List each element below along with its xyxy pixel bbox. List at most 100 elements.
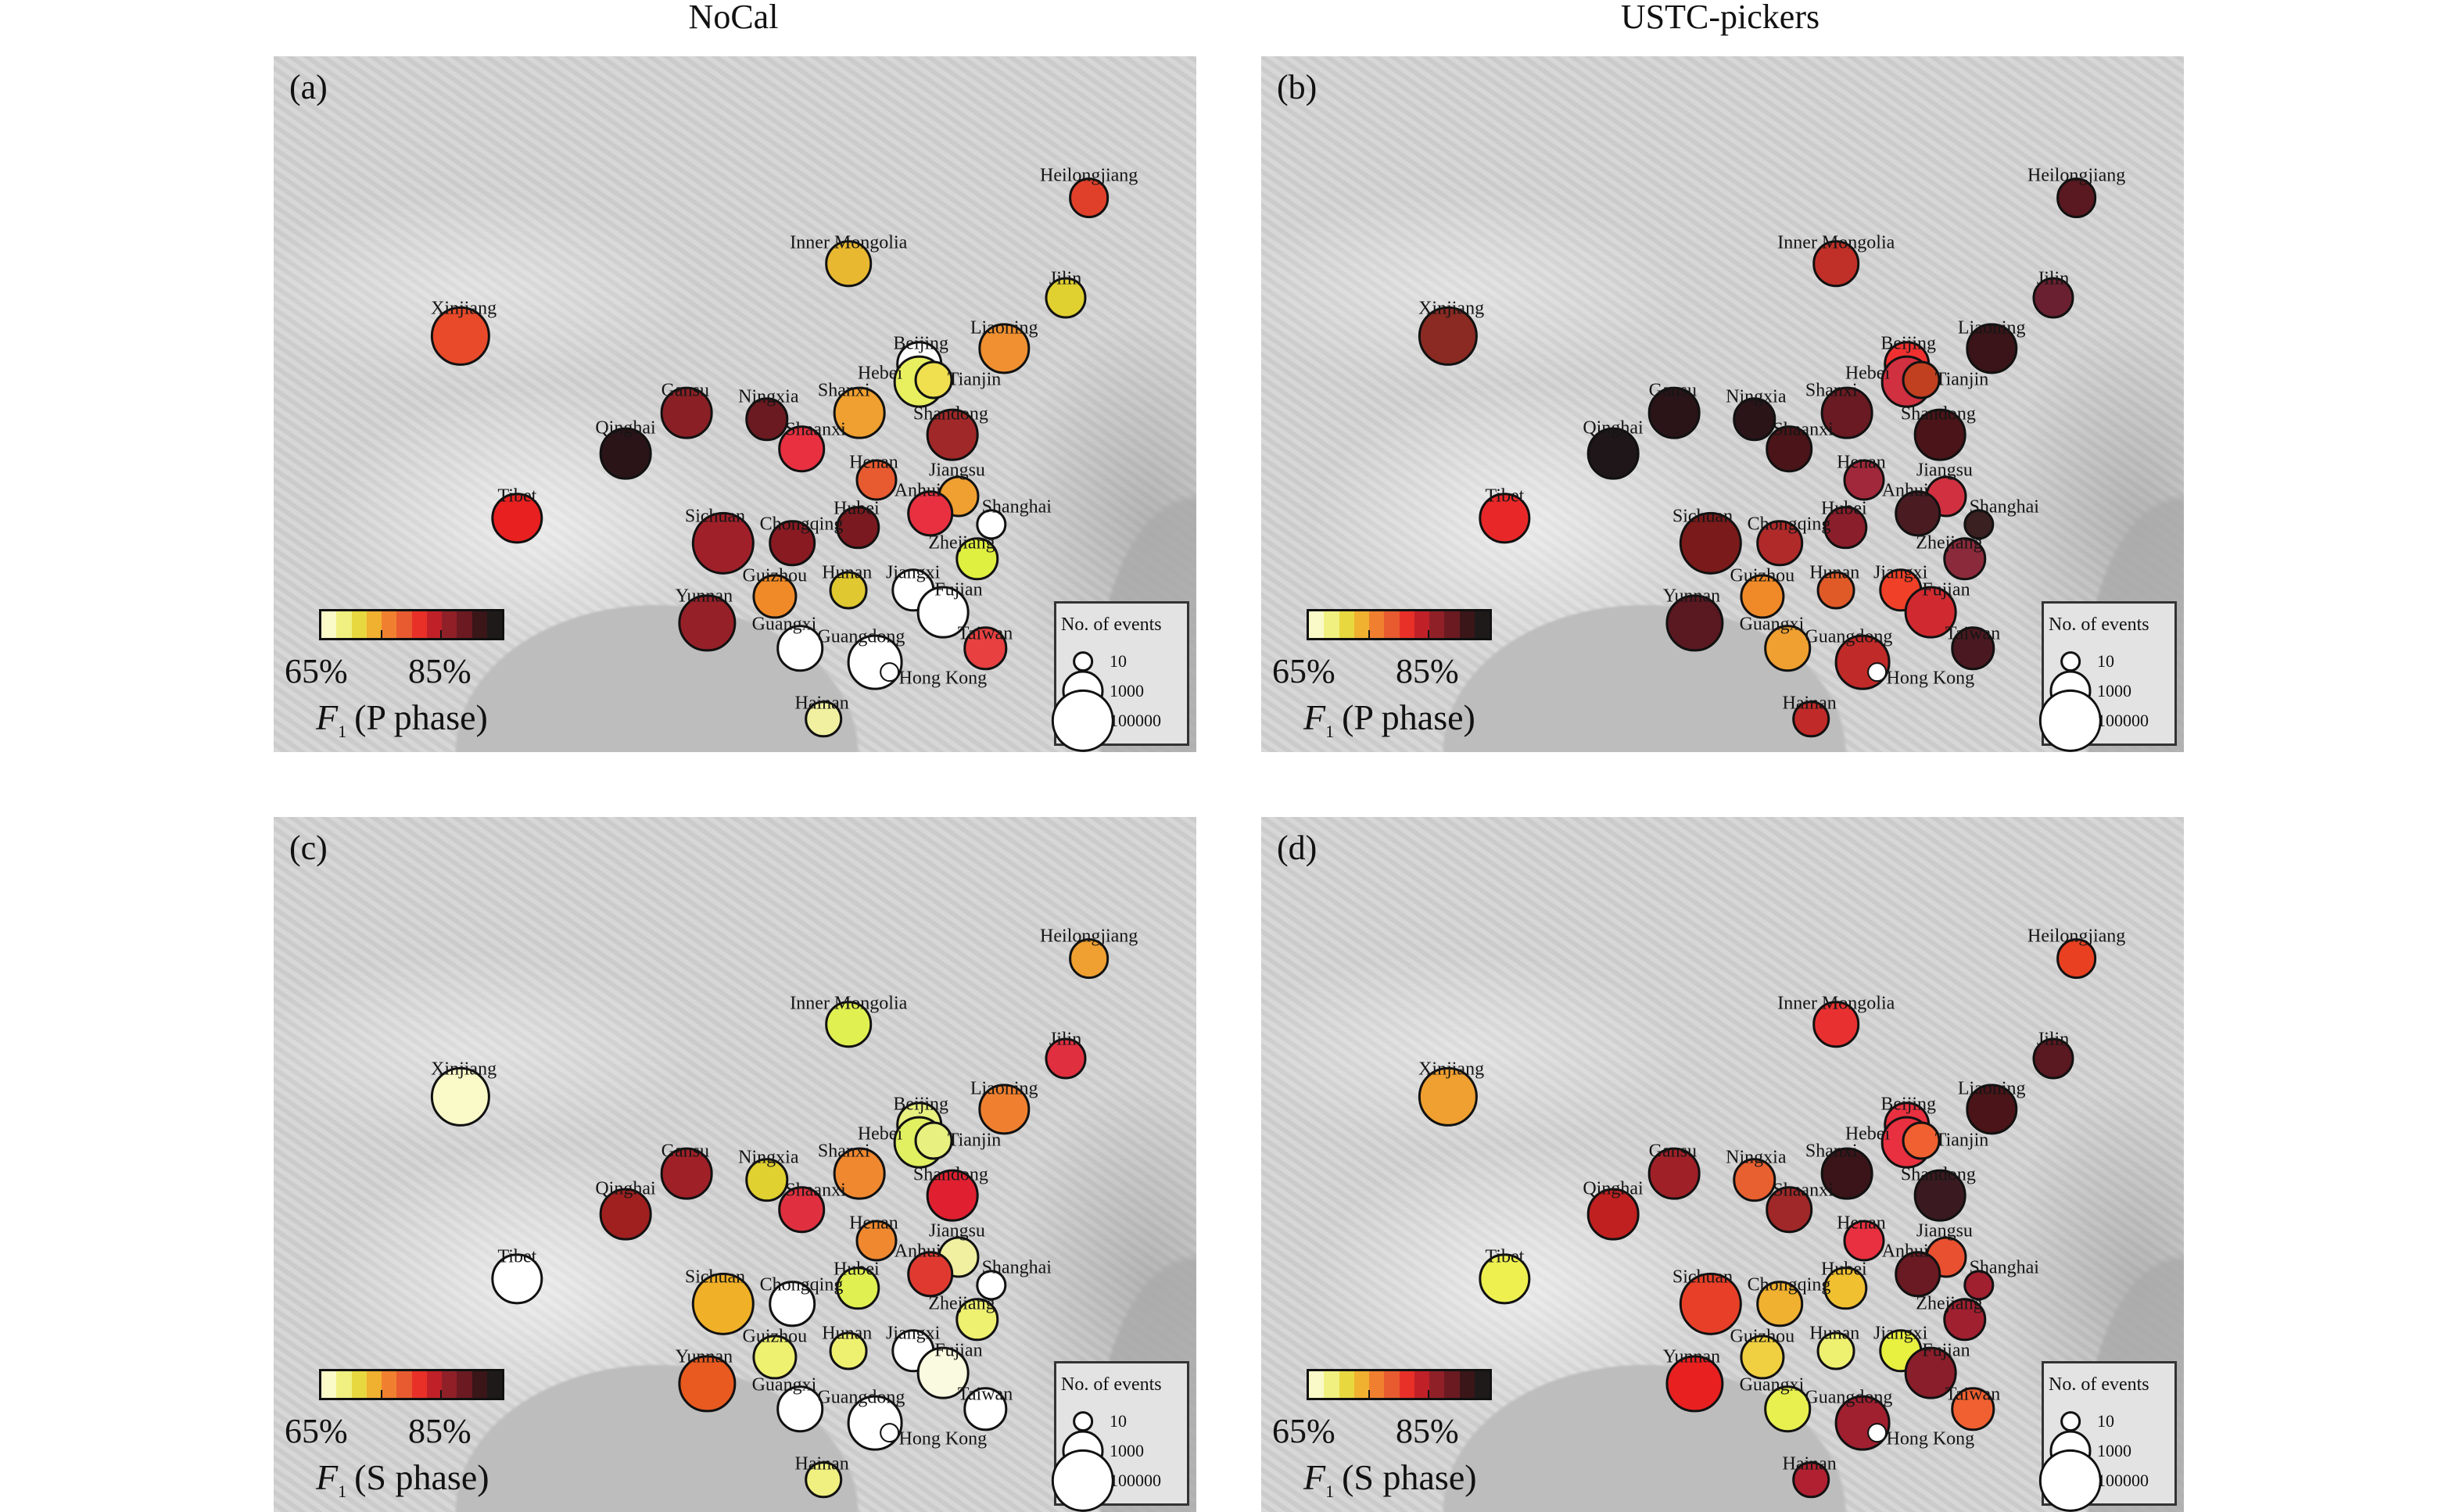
province-marker-heilongjiang[interactable] [2056,937,2097,979]
province-marker-anhui[interactable] [906,1250,954,1298]
province-marker-hubei[interactable] [836,505,880,550]
province-marker-shanghai[interactable] [976,1269,1007,1301]
province-marker-xinjiang[interactable] [430,306,491,366]
province-marker-ningxia[interactable] [745,397,789,441]
province-marker-tibet[interactable] [491,492,543,544]
province-marker-xinjiang[interactable] [1418,306,1479,366]
province-marker-heilongjiang[interactable] [2056,177,2097,218]
province-marker-qinghai[interactable] [599,427,652,480]
province-marker-jilin[interactable] [1045,277,1087,319]
province-marker-liaoning[interactable] [978,1083,1030,1135]
province-marker-qinghai[interactable] [1586,1188,1640,1241]
province-marker-shaanxi[interactable] [1766,425,1812,473]
province-marker-tibet[interactable] [1479,492,1531,544]
province-marker-hong-kong[interactable] [879,661,900,683]
province-marker-heilongjiang[interactable] [1068,177,1110,218]
province-marker-chongqing[interactable] [1756,1281,1803,1327]
province-marker-chongqing[interactable] [769,520,816,567]
province-marker-anhui[interactable] [906,489,954,537]
province-marker-shandong[interactable] [1913,1169,1966,1222]
province-marker-shandong[interactable] [926,1169,979,1222]
province-marker-shanghai[interactable] [1963,1269,1995,1301]
province-marker-hunan[interactable] [1816,1331,1855,1370]
province-marker-gansu[interactable] [1648,1147,1701,1200]
province-marker-shaanxi[interactable] [778,1186,825,1234]
province-marker-tianjin[interactable] [914,360,953,399]
province-marker-ningxia[interactable] [1733,397,1776,441]
province-marker-zhejiang[interactable] [955,1298,999,1342]
province-marker-inner-mongolia[interactable] [825,240,873,287]
province-marker-jilin[interactable] [2032,1037,2074,1080]
province-marker-guangxi[interactable] [776,625,823,672]
province-marker-shanxi[interactable] [834,1147,886,1200]
province-marker-shanghai[interactable] [976,508,1007,540]
province-marker-tianjin[interactable] [1902,360,1941,399]
province-marker-xinjiang[interactable] [430,1066,491,1127]
province-marker-fujian[interactable] [916,1346,970,1399]
province-marker-tibet[interactable] [1479,1252,1531,1305]
province-marker-zhejiang[interactable] [1943,537,1987,581]
province-marker-guizhou[interactable] [1740,574,1785,619]
province-marker-hunan[interactable] [829,571,868,610]
province-marker-hainan[interactable] [1792,700,1830,738]
province-marker-heilongjiang[interactable] [1068,937,1110,979]
province-marker-henan[interactable] [1843,459,1885,501]
province-marker-shanxi[interactable] [1821,386,1873,439]
province-marker-jilin[interactable] [1045,1037,1087,1080]
province-marker-inner-mongolia[interactable] [1812,1001,1860,1048]
province-marker-liaoning[interactable] [978,322,1030,374]
province-marker-shaanxi[interactable] [1766,1186,1812,1234]
province-marker-taiwan[interactable] [963,1387,1007,1431]
province-marker-shanxi[interactable] [834,386,886,439]
province-marker-zhejiang[interactable] [1943,1298,1987,1342]
province-marker-guangxi[interactable] [776,1385,823,1433]
province-marker-taiwan[interactable] [1951,1387,1995,1431]
province-marker-hunan[interactable] [1816,571,1855,610]
province-marker-shandong[interactable] [926,408,979,461]
province-marker-qinghai[interactable] [599,1188,652,1241]
province-marker-hainan[interactable] [805,1461,842,1499]
province-marker-shanghai[interactable] [1963,508,1995,540]
province-marker-fujian[interactable] [916,586,970,639]
province-marker-anhui[interactable] [1894,489,1941,537]
province-marker-sichuan[interactable] [691,511,755,575]
province-marker-yunnan[interactable] [1665,1355,1724,1413]
province-marker-hunan[interactable] [829,1331,868,1370]
province-marker-shandong[interactable] [1913,408,1966,461]
province-marker-zhejiang[interactable] [955,537,999,581]
province-marker-jilin[interactable] [2032,277,2074,319]
province-marker-taiwan[interactable] [1951,626,1995,671]
province-marker-tianjin[interactable] [1902,1121,1941,1160]
province-marker-hainan[interactable] [1792,1461,1830,1499]
province-marker-hubei[interactable] [836,1266,880,1310]
province-marker-fujian[interactable] [1904,586,1957,639]
province-marker-liaoning[interactable] [1966,1083,2017,1135]
province-marker-taiwan[interactable] [963,626,1007,671]
province-marker-shanxi[interactable] [1821,1147,1873,1200]
province-marker-liaoning[interactable] [1966,322,2017,374]
province-marker-gansu[interactable] [661,1147,713,1200]
province-marker-yunnan[interactable] [678,1355,737,1413]
province-marker-yunnan[interactable] [678,594,737,652]
province-marker-tibet[interactable] [491,1252,543,1305]
province-marker-hubei[interactable] [1823,505,1868,550]
province-marker-gansu[interactable] [661,386,713,439]
province-marker-sichuan[interactable] [1679,511,1742,575]
province-marker-qinghai[interactable] [1586,427,1640,480]
province-marker-guangxi[interactable] [1764,1385,1811,1433]
province-marker-gansu[interactable] [1648,386,1701,439]
province-marker-sichuan[interactable] [691,1272,755,1335]
province-marker-hainan[interactable] [805,700,842,738]
province-marker-yunnan[interactable] [1665,594,1724,652]
province-marker-inner-mongolia[interactable] [1812,240,1860,287]
province-marker-hong-kong[interactable] [1866,1422,1888,1443]
province-marker-henan[interactable] [1843,1220,1885,1262]
province-marker-chongqing[interactable] [1756,520,1803,567]
province-marker-hong-kong[interactable] [879,1422,900,1443]
province-marker-hubei[interactable] [1823,1266,1868,1310]
province-marker-henan[interactable] [855,1220,898,1262]
province-marker-sichuan[interactable] [1679,1272,1742,1335]
province-marker-anhui[interactable] [1894,1250,1941,1298]
province-marker-guizhou[interactable] [752,1335,798,1380]
province-marker-guangxi[interactable] [1764,625,1811,672]
